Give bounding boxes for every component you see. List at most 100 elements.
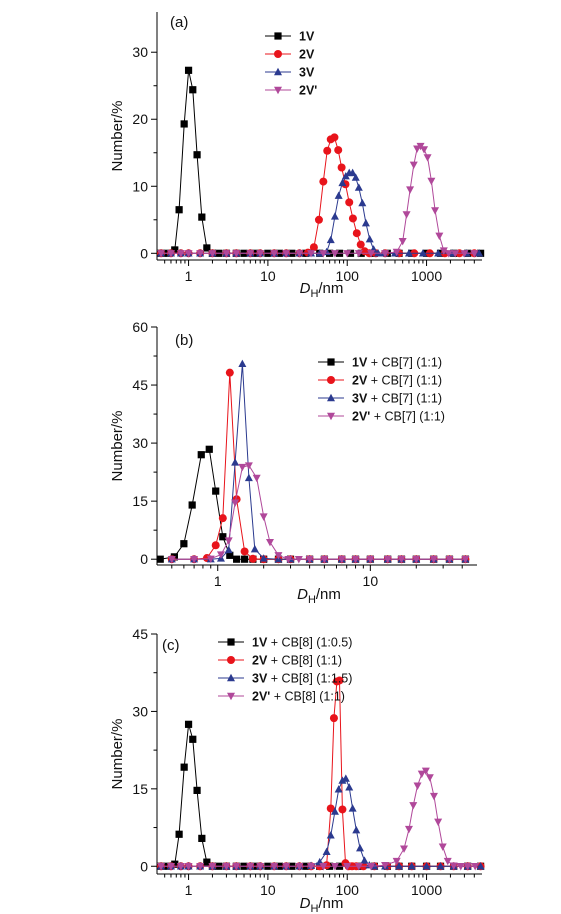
data-point xyxy=(203,858,211,866)
x-tick-label: 1 xyxy=(185,882,193,898)
y-axis-title: Number/% xyxy=(109,719,126,790)
legend-label: 2V + CB[8] (1:1) xyxy=(252,654,342,668)
data-point xyxy=(354,183,363,191)
data-point xyxy=(205,445,213,453)
data-point xyxy=(383,555,392,564)
series-4 xyxy=(167,462,470,564)
legend-marker xyxy=(227,692,235,701)
data-point xyxy=(337,555,346,564)
data-point xyxy=(400,845,409,853)
data-point xyxy=(208,863,217,871)
data-point xyxy=(461,555,470,564)
data-point xyxy=(374,249,383,257)
data-point xyxy=(392,248,401,257)
series-1 xyxy=(156,445,470,563)
data-point xyxy=(402,211,411,219)
data-point xyxy=(218,514,227,523)
data-point xyxy=(330,133,339,142)
data-point xyxy=(241,555,249,563)
legend-marker xyxy=(327,376,335,384)
data-point xyxy=(439,247,448,255)
data-point xyxy=(319,250,328,258)
data-point xyxy=(238,359,247,367)
data-point xyxy=(423,154,432,162)
data-point xyxy=(226,551,234,559)
data-point xyxy=(343,250,352,258)
data-point xyxy=(307,250,316,258)
data-point xyxy=(434,249,443,257)
data-point xyxy=(233,555,241,563)
chart-panel-b: 1 10 0 15 30 45 60 Number/% DH/nm (b) 1V + CB[7] (… xyxy=(109,319,477,606)
x-axis-title: DH/nm xyxy=(297,586,341,606)
data-point xyxy=(392,857,401,866)
data-point xyxy=(224,545,233,554)
data-point xyxy=(259,554,268,562)
data-point xyxy=(337,163,346,172)
data-point xyxy=(438,843,447,851)
data-point xyxy=(190,555,199,564)
data-point xyxy=(449,862,458,870)
data-point xyxy=(330,250,339,258)
data-point xyxy=(225,368,234,377)
x-tick-label: 1000 xyxy=(411,882,442,898)
data-point xyxy=(351,173,360,181)
x-tick-label: 100 xyxy=(336,882,360,898)
data-point xyxy=(421,767,430,775)
data-point xyxy=(429,792,438,801)
y-axis-title: Number/% xyxy=(109,101,126,172)
data-point xyxy=(397,555,406,564)
data-point xyxy=(224,537,233,545)
data-point xyxy=(451,250,460,258)
data-point xyxy=(180,540,188,548)
data-point xyxy=(196,250,205,258)
data-point xyxy=(256,250,265,258)
y-tick-label: 45 xyxy=(132,377,148,393)
data-point xyxy=(395,862,404,870)
series-line xyxy=(161,145,475,254)
legend-label: 1V + CB[7] (1:1) xyxy=(352,356,442,370)
data-point xyxy=(315,249,324,257)
data-point xyxy=(189,735,197,743)
data-point xyxy=(360,856,369,864)
data-point xyxy=(171,246,179,254)
data-point xyxy=(244,473,253,482)
legend: 1V + CB[7] (1:1) 2V + CB[7] (1:1) 3V + CB[… xyxy=(318,356,445,424)
y-tick-label: 0 xyxy=(140,551,148,567)
data-point xyxy=(189,86,197,94)
data-point xyxy=(284,555,293,564)
data-point xyxy=(334,146,343,155)
y-tick-label: 20 xyxy=(132,111,148,127)
data-point xyxy=(417,770,426,779)
data-point xyxy=(198,213,206,221)
x-tick-label: 1000 xyxy=(411,268,442,284)
data-point xyxy=(409,161,418,170)
y-tick-label: 0 xyxy=(140,245,148,261)
data-point xyxy=(166,250,175,258)
data-point xyxy=(274,552,283,560)
legend-marker xyxy=(274,32,282,40)
data-point xyxy=(352,825,361,834)
series-2 xyxy=(157,676,485,871)
legend-label: 1V + CB[8] (1:0.5) xyxy=(252,636,352,650)
data-point xyxy=(248,554,257,563)
legend-label: 1V xyxy=(299,30,315,44)
data-point xyxy=(341,774,350,782)
data-point xyxy=(354,250,363,258)
data-point xyxy=(475,249,484,257)
data-point xyxy=(358,198,367,207)
data-point xyxy=(406,186,415,194)
data-point xyxy=(157,863,166,871)
data-point xyxy=(193,151,201,159)
data-point xyxy=(319,177,328,186)
data-point xyxy=(323,146,332,155)
data-point xyxy=(265,538,274,547)
data-point xyxy=(295,863,304,871)
legend-label: 2V' xyxy=(299,84,317,98)
y-tick-label: 10 xyxy=(132,178,148,194)
data-point xyxy=(326,831,335,839)
data-point xyxy=(412,555,421,564)
data-point xyxy=(330,807,339,815)
x-tick-label: 10 xyxy=(260,268,276,284)
legend-marker xyxy=(227,638,235,646)
